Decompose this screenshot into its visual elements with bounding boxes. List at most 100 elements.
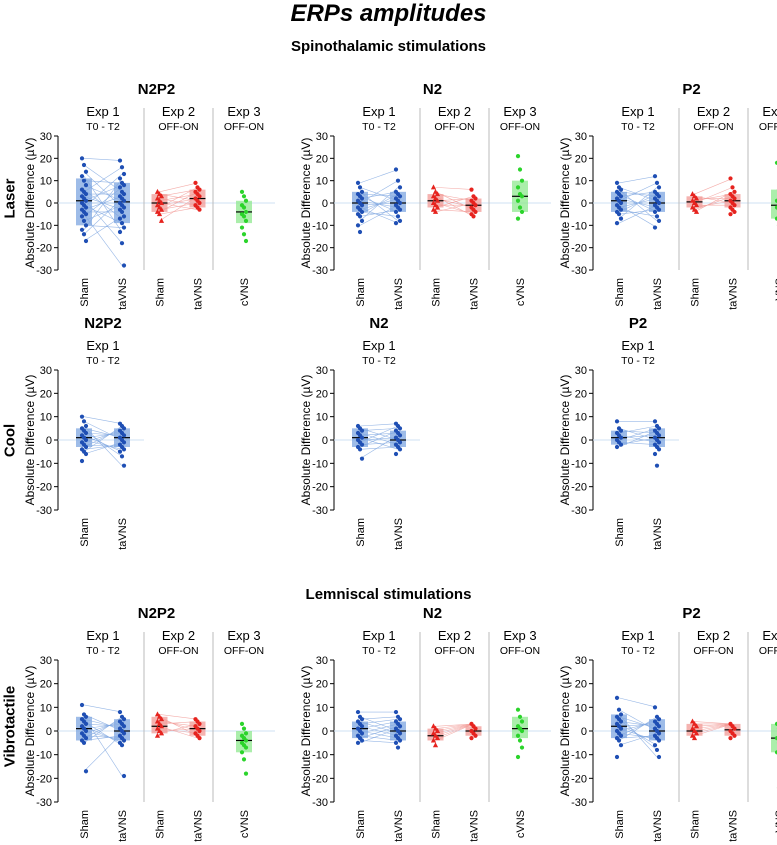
y-tick-label: 0 bbox=[581, 435, 587, 447]
data-point bbox=[117, 229, 123, 235]
data-point bbox=[243, 238, 249, 244]
group-subtitle: T0 - T2 bbox=[362, 645, 396, 657]
data-point bbox=[434, 204, 441, 210]
y-tick-label: -10 bbox=[36, 458, 52, 470]
data-point bbox=[359, 717, 365, 722]
group-label: Exp 2 bbox=[438, 104, 471, 119]
data-point bbox=[774, 216, 777, 221]
data-point bbox=[79, 458, 85, 464]
data-point bbox=[656, 426, 662, 431]
y-tick-label: 10 bbox=[40, 702, 52, 714]
data-point bbox=[656, 194, 662, 199]
y-tick-label: -10 bbox=[312, 458, 328, 470]
data-point bbox=[656, 447, 662, 452]
data-point bbox=[519, 194, 525, 199]
group-label: Exp 1 bbox=[86, 628, 119, 643]
data-point bbox=[397, 194, 403, 199]
pair-line bbox=[83, 704, 123, 713]
group-label: Exp 3 bbox=[227, 628, 260, 643]
data-point bbox=[359, 738, 365, 743]
data-point bbox=[693, 730, 700, 736]
data-point bbox=[432, 208, 439, 214]
x-tick-label: taVNS bbox=[652, 810, 664, 842]
group-label: Exp 2 bbox=[162, 104, 195, 119]
range-bar bbox=[771, 189, 777, 219]
group-subtitle: OFF-ON bbox=[693, 121, 733, 133]
data-point bbox=[397, 447, 403, 452]
data-point bbox=[355, 223, 361, 228]
data-point bbox=[359, 724, 365, 729]
x-tick-label: Sham bbox=[355, 278, 367, 307]
data-point bbox=[121, 731, 127, 736]
data-point bbox=[656, 440, 662, 445]
x-tick-label: taVNS bbox=[728, 278, 740, 310]
data-point bbox=[154, 732, 161, 738]
data-point bbox=[359, 456, 365, 461]
y-tick-label: 30 bbox=[575, 365, 587, 377]
data-point bbox=[654, 463, 660, 468]
x-tick-label: taVNS bbox=[728, 810, 740, 842]
y-tick-label: 10 bbox=[40, 412, 52, 424]
data-point bbox=[774, 160, 777, 165]
data-point bbox=[616, 707, 622, 712]
x-tick-label: cVNS bbox=[774, 810, 777, 838]
x-tick-label: taVNS bbox=[393, 518, 405, 550]
data-point bbox=[618, 207, 624, 212]
data-point bbox=[83, 736, 89, 741]
data-point bbox=[357, 447, 363, 452]
data-point bbox=[614, 419, 620, 424]
group-subtitle: OFF-ON bbox=[224, 121, 264, 133]
data-point bbox=[83, 198, 89, 203]
data-point bbox=[473, 203, 478, 208]
y-tick-label: 30 bbox=[316, 131, 328, 143]
pair-line bbox=[618, 697, 658, 708]
y-tick-label: -30 bbox=[312, 265, 328, 277]
data-point bbox=[774, 721, 777, 726]
data-point bbox=[81, 162, 87, 168]
pair-line bbox=[83, 158, 123, 161]
data-point bbox=[656, 738, 662, 743]
y-tick-label: 20 bbox=[575, 153, 587, 165]
data-point bbox=[83, 714, 89, 719]
data-point bbox=[158, 723, 165, 729]
figure-title: ERPs amplitudes bbox=[290, 0, 487, 27]
data-point bbox=[614, 754, 620, 760]
x-tick-label: Sham bbox=[155, 278, 167, 307]
data-point bbox=[121, 433, 127, 438]
data-point bbox=[121, 214, 127, 219]
x-tick-label: Sham bbox=[431, 810, 443, 839]
y-tick-label: -10 bbox=[312, 220, 328, 232]
panel-title: P2 bbox=[682, 605, 700, 622]
data-point bbox=[393, 709, 399, 715]
group-subtitle: OFF-ON bbox=[224, 645, 264, 657]
pair-line bbox=[83, 416, 123, 424]
data-point bbox=[728, 212, 733, 217]
data-point bbox=[652, 705, 658, 710]
x-tick-label: taVNS bbox=[652, 518, 664, 550]
group-subtitle: T0 - T2 bbox=[362, 355, 396, 367]
data-point bbox=[79, 174, 85, 179]
group-label: Exp 1 bbox=[86, 338, 119, 353]
data-point bbox=[359, 203, 365, 208]
data-point bbox=[121, 447, 127, 452]
data-point bbox=[393, 221, 399, 226]
data-point bbox=[119, 454, 125, 459]
y-tick-label: -30 bbox=[312, 797, 328, 809]
data-point bbox=[121, 440, 127, 445]
data-point bbox=[158, 200, 165, 205]
data-point bbox=[239, 225, 245, 230]
data-point bbox=[197, 194, 202, 199]
data-point bbox=[121, 205, 127, 210]
y-tick-label: -10 bbox=[571, 750, 587, 762]
data-point bbox=[397, 731, 403, 736]
data-point bbox=[158, 716, 165, 722]
data-point bbox=[434, 728, 441, 733]
group-label: Exp 1 bbox=[621, 338, 654, 353]
data-point bbox=[83, 223, 89, 228]
data-point bbox=[732, 209, 737, 215]
data-point bbox=[728, 736, 733, 741]
data-point bbox=[83, 205, 89, 210]
data-point bbox=[83, 769, 89, 774]
